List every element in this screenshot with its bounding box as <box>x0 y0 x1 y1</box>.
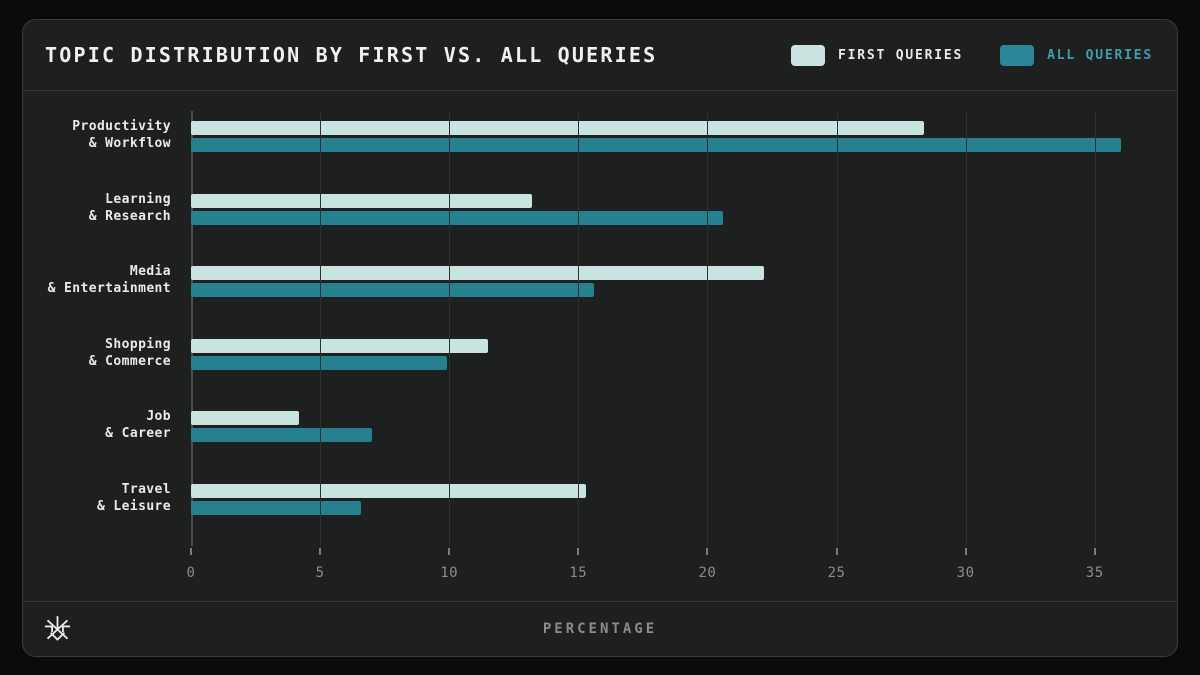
category-label: Productivity & Workflow <box>72 119 171 151</box>
all-queries-swatch-icon <box>1000 44 1035 66</box>
x-tick-mark <box>964 548 967 555</box>
category-axis: Productivity & Workflow Learning & Resea… <box>23 111 191 546</box>
category-label: Job & Career <box>105 409 171 441</box>
plot-region: Productivity & Workflow Learning & Resea… <box>23 91 1177 603</box>
bar-first-queries-6 <box>191 483 587 498</box>
bar-row <box>191 474 1167 547</box>
gridline <box>836 111 838 546</box>
legend-item-all-queries: ALL QUERIES <box>1000 44 1153 66</box>
plot-grid: 0 5 10 15 20 25 30 35 <box>187 111 1167 581</box>
x-tick-mark <box>319 548 322 555</box>
bar-all-queries-4 <box>191 355 447 370</box>
chart-card: TOPIC DISTRIBUTION BY FIRST VS. ALL QUER… <box>22 19 1178 657</box>
legend-label-all-queries: ALL QUERIES <box>1047 47 1153 63</box>
gridline <box>449 111 451 546</box>
gridline <box>320 111 322 546</box>
bar-row <box>191 401 1167 474</box>
bar-row <box>191 184 1167 257</box>
y-axis-spine <box>191 111 193 546</box>
bar-row <box>191 256 1167 329</box>
legend: FIRST QUERIES ALL QUERIES <box>790 44 1153 66</box>
bar-row <box>191 329 1167 402</box>
x-tick-label: 15 <box>569 565 588 581</box>
x-tick-mark <box>1093 548 1096 555</box>
chart-title: TOPIC DISTRIBUTION BY FIRST VS. ALL QUER… <box>45 43 658 67</box>
legend-label-first-queries: FIRST QUERIES <box>837 47 964 63</box>
x-tick-label: 10 <box>440 565 459 581</box>
chart-header: TOPIC DISTRIBUTION BY FIRST VS. ALL QUER… <box>23 20 1177 91</box>
category-label: Media & Entertainment <box>47 264 171 296</box>
x-tick-label: 0 <box>186 565 196 581</box>
bar-first-queries-4 <box>191 338 488 353</box>
bar-row <box>191 111 1167 184</box>
bar-all-queries-5 <box>191 428 372 442</box>
x-tick-label: 25 <box>827 565 846 581</box>
x-tick-mark <box>190 548 192 555</box>
chart-footer: PERCENTAGE <box>23 601 1177 656</box>
bar-all-queries-1 <box>191 138 1121 152</box>
bar-first-queries-5 <box>191 411 300 425</box>
gridline <box>965 111 967 546</box>
x-tick-label: 20 <box>698 565 717 581</box>
x-tick-label: 30 <box>956 565 975 581</box>
x-axis-title: PERCENTAGE <box>542 621 658 637</box>
bar-first-queries-1 <box>191 121 925 135</box>
category-label: Shopping & Commerce <box>88 336 171 369</box>
x-tick-mark <box>706 548 709 555</box>
gridline <box>578 111 580 546</box>
snowflake-logo-icon <box>42 614 73 645</box>
gridline <box>1094 111 1096 546</box>
category-label: Travel & Leisure <box>96 481 171 514</box>
bar-all-queries-3 <box>191 283 594 297</box>
bar-first-queries-3 <box>191 266 765 280</box>
category-label: Learning & Research <box>88 191 171 224</box>
legend-item-first-queries: FIRST QUERIES <box>790 44 964 66</box>
bar-all-queries-2 <box>191 210 723 225</box>
x-tick-label: 5 <box>315 565 325 581</box>
x-tick-label: 35 <box>1085 565 1104 581</box>
x-tick-mark <box>835 548 838 555</box>
x-tick-mark <box>448 548 451 555</box>
x-tick-mark <box>577 548 580 555</box>
gridline <box>707 111 709 546</box>
first-queries-swatch-icon <box>790 44 825 66</box>
bar-first-queries-2 <box>191 193 532 208</box>
bar-rows <box>191 111 1167 546</box>
bar-all-queries-6 <box>191 500 362 515</box>
